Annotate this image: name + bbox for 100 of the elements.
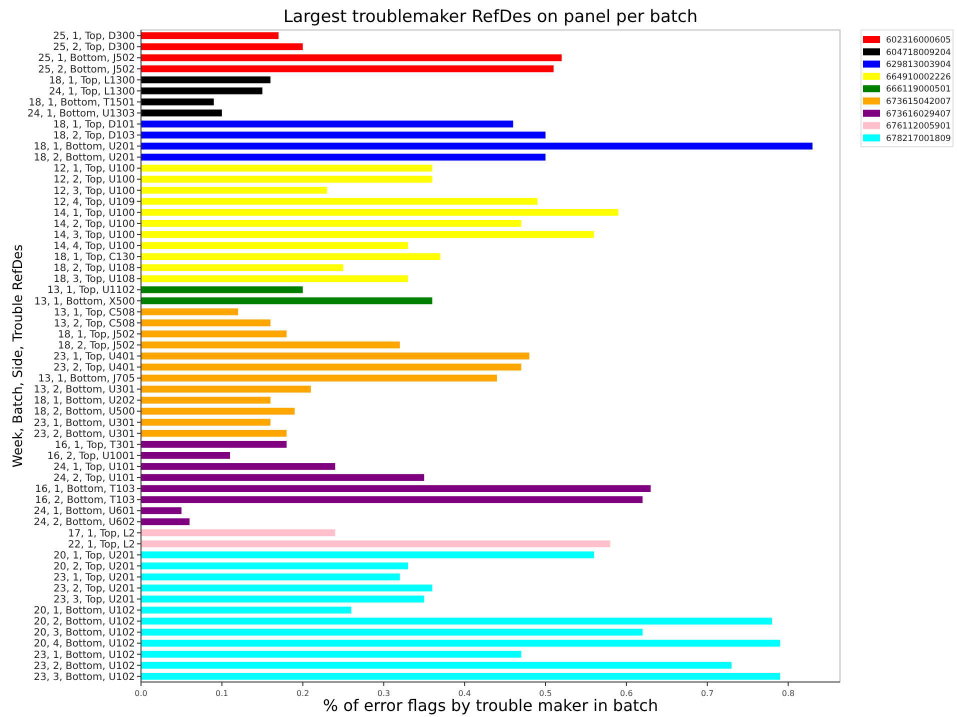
x-tick-label: 0.7 — [700, 689, 714, 698]
x-tick-label: 0.0 — [134, 689, 148, 698]
y-tick-label: 23, 1, Bottom, U102 — [34, 650, 135, 661]
bar — [141, 76, 270, 84]
y-tick-label: 18, 1, Top, L1300 — [48, 75, 135, 86]
y-tick-label: 18, 1, Bottom, T1501 — [28, 97, 135, 108]
bar — [141, 253, 440, 260]
bar — [141, 540, 610, 548]
y-tick-label: 23, 2, Top, U201 — [54, 583, 135, 594]
bar — [141, 330, 287, 338]
bar — [141, 496, 643, 504]
bar — [141, 154, 546, 161]
y-tick-label: 12, 1, Top, U100 — [54, 164, 135, 175]
y-tick-label: 20, 2, Top, U201 — [54, 561, 135, 572]
y-tick-label: 17, 1, Top, L2 — [68, 528, 135, 540]
y-tick-label: 12, 3, Top, U100 — [54, 186, 135, 197]
bar — [141, 408, 295, 415]
bar — [141, 308, 238, 316]
y-tick-label: 24, 2, Top, U101 — [54, 473, 135, 484]
y-tick-label: 18, 2, Top, D103 — [53, 130, 135, 142]
bar — [141, 142, 812, 150]
bar — [141, 110, 222, 116]
bar — [141, 87, 262, 94]
bar — [141, 430, 287, 437]
y-tick-label: 20, 1, Top, U201 — [54, 550, 135, 562]
legend-label: 629813003904 — [886, 60, 951, 70]
y-tick-label: 14, 1, Top, U100 — [54, 208, 135, 219]
bar — [141, 186, 328, 194]
bar — [141, 529, 336, 536]
bar — [141, 176, 432, 183]
y-tick-label: 24, 1, Top, L1300 — [48, 86, 135, 98]
bar — [141, 463, 336, 470]
y-tick-label: 23, 3, Bottom, U102 — [34, 672, 135, 683]
bar — [141, 551, 594, 558]
y-tick-label: 18, 2, Top, J502 — [58, 340, 135, 352]
y-tick-label: 14, 2, Top, U100 — [54, 218, 135, 230]
x-tick-label: 0.6 — [620, 689, 633, 698]
y-tick-label: 18, 2, Top, U108 — [54, 263, 135, 274]
y-tick-label: 20, 1, Bottom, U102 — [34, 606, 135, 617]
y-tick-label: 23, 1, Bottom, U301 — [34, 418, 135, 429]
y-tick-label: 25, 1, Top, D300 — [53, 31, 135, 42]
y-tick-label: 13, 2, Top, C508 — [54, 318, 135, 330]
bar — [141, 628, 643, 636]
x-tick-label: 0.1 — [216, 689, 228, 698]
y-tick-label: 12, 2, Top, U100 — [54, 174, 135, 186]
bar — [141, 650, 522, 658]
y-tick-label: 23, 2, Top, U401 — [54, 362, 135, 374]
bar — [141, 286, 303, 294]
y-tick-label: 23, 3, Top, U201 — [54, 594, 135, 606]
y-tick-label: 25, 1, Bottom, J502 — [38, 53, 135, 64]
bar — [141, 352, 530, 360]
y-tick-label: 13, 1, Bottom, J705 — [38, 374, 135, 385]
legend-label: 664910002226 — [886, 72, 951, 82]
y-tick-label: 16, 2, Top, U1001 — [47, 450, 135, 462]
y-tick-label: 20, 4, Bottom, U102 — [34, 638, 135, 650]
bar — [141, 374, 497, 382]
bar — [141, 220, 522, 227]
legend-label: 604718009204 — [886, 48, 951, 58]
y-tick-label: 14, 4, Top, U100 — [54, 241, 135, 252]
y-tick-label: 16, 2, Bottom, T103 — [34, 495, 135, 506]
bar — [141, 297, 432, 304]
bar — [141, 231, 594, 238]
x-tick-label: 0.3 — [377, 689, 390, 698]
y-tick-label: 24, 1, Top, U101 — [54, 462, 135, 473]
x-tick-label: 0.2 — [296, 689, 310, 698]
y-tick-label: 16, 1, Top, T301 — [54, 440, 135, 451]
bar — [141, 507, 182, 514]
y-axis-title: Week, Batch, Side, Trouble RefDes — [11, 244, 26, 468]
y-tick-label: 18, 1, Bottom, U202 — [34, 396, 135, 407]
y-tick-label: 13, 1, Top, U1102 — [47, 285, 135, 296]
bar — [141, 132, 546, 138]
bar — [141, 418, 270, 426]
y-tick-label: 23, 2, Bottom, U102 — [34, 660, 135, 672]
y-tick-label: 16, 1, Bottom, T103 — [34, 484, 135, 496]
bar — [141, 485, 651, 492]
bar — [141, 198, 538, 205]
x-axis-title: % of error flags by trouble maker in batch — [322, 696, 658, 715]
x-tick-label: 0.4 — [458, 689, 471, 698]
bar — [141, 242, 408, 249]
y-tick-label: 18, 2, Bottom, U500 — [34, 406, 135, 418]
y-tick-label: 18, 3, Top, U108 — [54, 274, 135, 286]
y-tick-label: 13, 1, Top, C508 — [54, 307, 135, 318]
y-tick-label: 23, 2, Bottom, U301 — [34, 428, 135, 440]
y-tick-label: 18, 1, Bottom, U201 — [34, 142, 135, 153]
bar — [141, 208, 618, 216]
y-tick-label: 24, 2, Bottom, U602 — [34, 517, 135, 528]
bar — [141, 562, 408, 570]
bar — [141, 518, 190, 526]
bar — [141, 54, 562, 62]
legend-label: 676112005901 — [886, 122, 951, 132]
bar — [141, 396, 270, 404]
x-tick-label: 0.8 — [782, 689, 795, 698]
y-tick-label: 24, 1, Bottom, U601 — [34, 506, 135, 518]
bar — [141, 574, 400, 580]
bar — [141, 596, 424, 602]
bar — [141, 43, 303, 50]
y-tick-label: 24, 1, Bottom, U1303 — [27, 108, 135, 120]
bar — [141, 164, 432, 172]
y-tick-label: 25, 2, Bottom, J502 — [38, 64, 135, 76]
bar — [141, 606, 352, 614]
